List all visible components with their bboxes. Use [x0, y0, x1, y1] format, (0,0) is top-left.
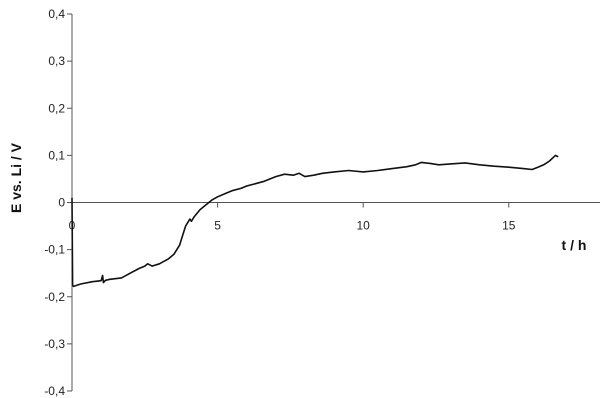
- y-tick-label: -0,4: [44, 384, 65, 398]
- y-tick-label: 0,3: [48, 54, 65, 68]
- x-tick-label: 5: [214, 219, 221, 233]
- axes: [71, 14, 600, 391]
- y-tick-label: -0,2: [44, 290, 65, 304]
- y-tick-label: 0,4: [48, 7, 65, 21]
- y-tick-label: -0,1: [44, 243, 65, 257]
- y-tick-label: 0: [58, 196, 65, 210]
- series-line: [71, 154, 559, 288]
- y-tick-label: 0,1: [48, 148, 65, 162]
- x-tick-label: 15: [502, 219, 516, 233]
- y-tick-label: 0,2: [48, 101, 65, 115]
- x-axis-title: t / h: [562, 237, 587, 253]
- y-axis-title: E vs. Li / V: [8, 142, 24, 213]
- y-tick-label: -0,3: [44, 337, 65, 351]
- x-tick-label: 10: [356, 219, 370, 233]
